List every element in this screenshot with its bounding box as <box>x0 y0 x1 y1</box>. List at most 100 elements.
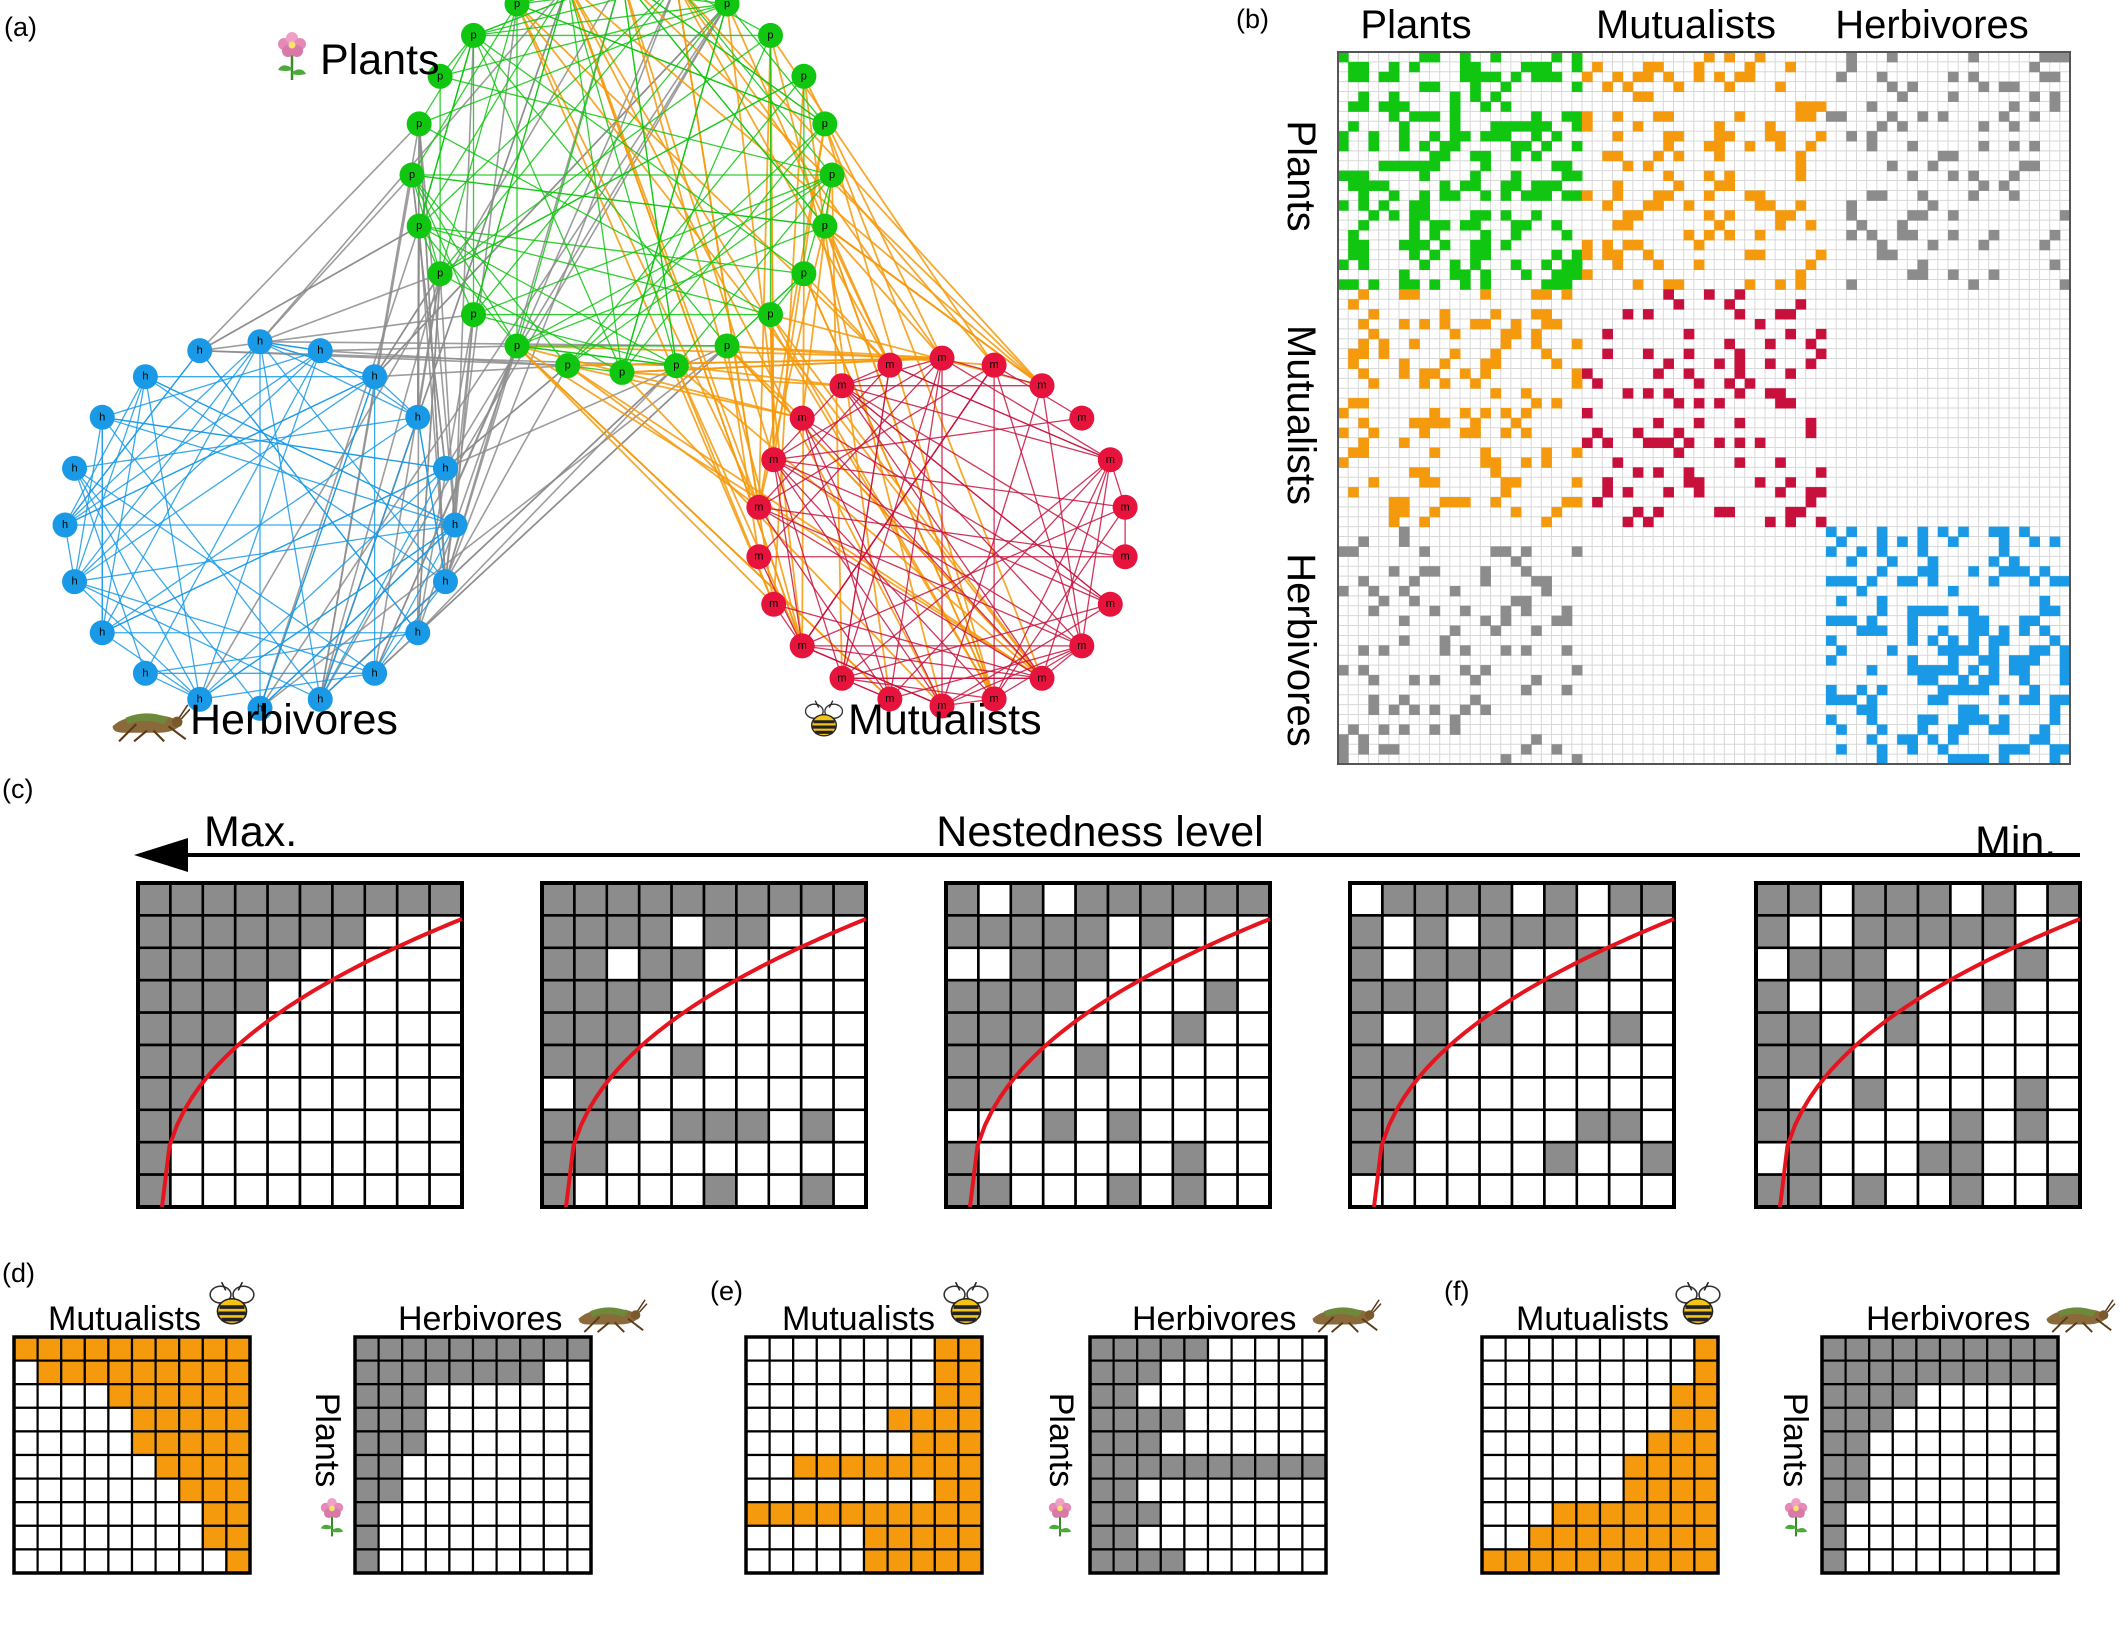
adjacency-cell <box>1846 694 1857 706</box>
nestedness-max-label: Max. <box>204 808 297 856</box>
adjacency-cell <box>1948 536 1959 547</box>
network-link <box>1041 459 1111 679</box>
adjacency-cell <box>1653 437 1664 449</box>
nestedness-cell <box>428 1173 464 1209</box>
nestedness-cell <box>1640 946 1676 982</box>
scenario-cell <box>401 1501 427 1527</box>
adjacency-cell <box>1968 190 1979 201</box>
scenario-cell <box>178 1524 204 1551</box>
nestedness-cell <box>1139 1108 1175 1144</box>
adjacency-cell <box>1521 61 1532 73</box>
nestedness-cell <box>573 881 609 917</box>
nestedness-cell <box>1981 914 2017 950</box>
network-link <box>102 416 446 470</box>
nestedness-cell <box>1106 1076 1142 1112</box>
adjacency-cell <box>1388 704 1400 716</box>
network-link <box>74 524 456 583</box>
scenario-cell <box>495 1383 522 1409</box>
adjacency-cell <box>1612 190 1624 201</box>
scenario-cell <box>107 1548 134 1575</box>
adjacency-cell <box>1399 141 1410 152</box>
scenario-cell <box>815 1430 842 1457</box>
adjacency-cell <box>1521 457 1532 468</box>
scenario-cell <box>1528 1477 1554 1504</box>
adjacency-cell <box>1805 497 1817 508</box>
nestedness-cell <box>767 1043 803 1079</box>
nestedness-cell <box>1949 1043 1985 1079</box>
adjacency-cell <box>1480 239 1491 251</box>
scenario-cell <box>1480 1359 1507 1386</box>
adjacency-cell <box>1429 724 1441 735</box>
adjacency-cell <box>1866 625 1878 636</box>
adjacency-cell <box>1917 546 1929 557</box>
scenario-cell <box>1551 1406 1578 1433</box>
adjacency-cell <box>1358 101 1369 112</box>
nestedness-cell <box>1203 1173 1239 1209</box>
adjacency-cell <box>1958 754 1969 765</box>
plants-node-letter: p <box>724 340 730 352</box>
scenario-cell <box>471 1430 498 1457</box>
adjacency-cell <box>1388 91 1400 102</box>
adjacency-cell <box>1541 71 1552 83</box>
scenario-cell <box>1159 1383 1186 1409</box>
nestedness-cell <box>944 1043 980 1079</box>
scenario-cell <box>1915 1477 1942 1504</box>
nestedness-cell <box>1348 1108 1384 1144</box>
scenario-cell <box>83 1359 110 1386</box>
nestedness-cell <box>1074 1108 1110 1144</box>
isocline-curve <box>1372 917 1675 1208</box>
nestedness-cell <box>540 914 576 950</box>
scenario-cell <box>1820 1524 1847 1551</box>
network-link <box>101 467 446 634</box>
scenario-cell <box>178 1453 204 1480</box>
adjacency-cell <box>1470 220 1481 231</box>
adjacency-cell <box>1521 566 1532 577</box>
adjacency-cell <box>1541 457 1552 468</box>
network-links <box>64 0 1126 709</box>
scenario-cell <box>1277 1359 1304 1386</box>
panel-letter-d: (d) <box>2 1258 35 1288</box>
adjacency-cell <box>1500 645 1512 656</box>
nestedness-cell <box>136 881 172 917</box>
nestedness-cell <box>1543 1011 1579 1047</box>
scenario-cell <box>792 1548 818 1575</box>
adjacency-cell <box>1704 230 1715 241</box>
nestedness-frame <box>540 881 868 1209</box>
adjacency-cell <box>1480 368 1491 379</box>
adjacency-cell <box>1378 645 1390 656</box>
adjacency-cell <box>1876 526 1888 538</box>
scenario-cell <box>839 1383 866 1409</box>
adjacency-cell <box>1338 141 1349 152</box>
adjacency-cell <box>1531 398 1542 409</box>
adjacency-cell <box>2049 694 2061 706</box>
nestedness-cell <box>977 1173 1013 1209</box>
adjacency-cell <box>1643 160 1654 172</box>
adjacency-cell <box>1592 378 1603 389</box>
adjacency-cell <box>1429 81 1441 93</box>
adjacency-cell <box>1612 220 1624 231</box>
nestedness-cell <box>1949 1173 1985 1209</box>
scenario-cell <box>744 1383 771 1409</box>
nestedness-cell <box>832 881 868 917</box>
scenario-cell <box>1693 1524 1720 1551</box>
scenario-cell <box>154 1501 181 1527</box>
nestedness-cell <box>1543 978 1579 1014</box>
scenario-cell <box>1915 1501 1942 1527</box>
scenario-cell <box>1301 1548 1328 1575</box>
nestedness-cell <box>1106 946 1142 982</box>
nestedness-cell <box>637 946 673 982</box>
scenario-cell <box>1915 1335 1942 1362</box>
nestedness-cell <box>201 881 237 917</box>
scenario-cell <box>154 1453 181 1480</box>
nestedness-cell <box>363 978 399 1014</box>
network-link <box>454 35 475 526</box>
adjacency-cell <box>1419 566 1430 577</box>
adjacency-cell <box>1510 141 1522 152</box>
nestedness-cell <box>298 946 334 982</box>
adjacency-cell <box>1378 744 1390 755</box>
adjacency-cell <box>1348 358 1359 369</box>
adjacency-cell <box>1978 625 1990 636</box>
adjacency-cell <box>1927 556 1939 567</box>
adjacency-cell <box>1826 615 1837 627</box>
adjacency-cell <box>1571 754 1583 765</box>
